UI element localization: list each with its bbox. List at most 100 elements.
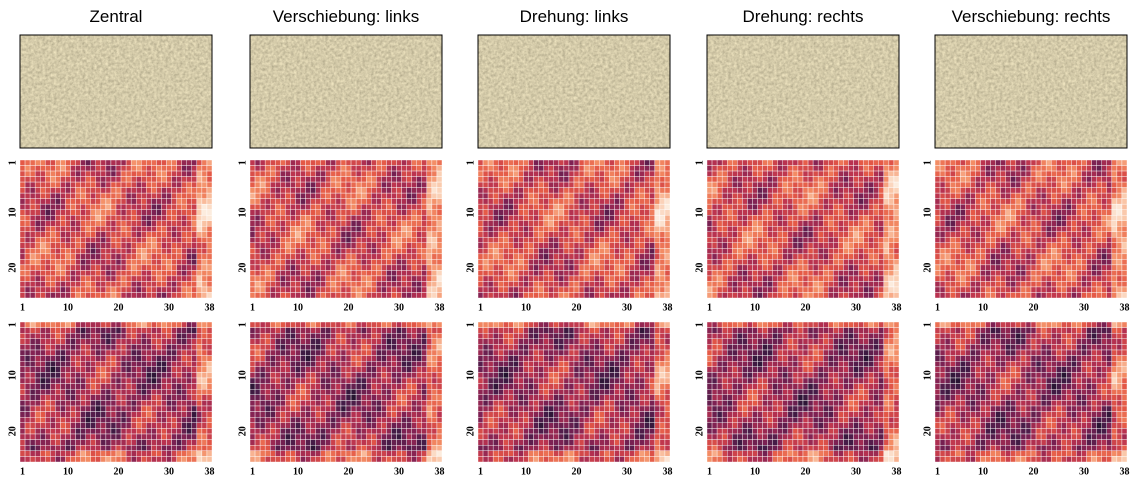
- heatmap-cell: [589, 204, 594, 210]
- heatmap-cell: [290, 270, 295, 276]
- heatmap-cell: [376, 406, 381, 412]
- heatmap-cell: [30, 412, 35, 418]
- heatmap-cell: [40, 232, 45, 238]
- heatmap-cell: [559, 237, 564, 243]
- heatmap-cell: [594, 188, 599, 194]
- heatmap-cell: [167, 221, 172, 227]
- heatmap-cell: [20, 160, 25, 166]
- heatmap-cell: [121, 259, 126, 265]
- heatmap-cell: [478, 276, 483, 282]
- heatmap-cell: [101, 210, 106, 216]
- heatmap-cell: [101, 259, 106, 265]
- heatmap-cell: [432, 339, 437, 345]
- heatmap-cell: [331, 356, 336, 362]
- heatmap-cell: [55, 276, 60, 282]
- heatmap-cell: [407, 166, 412, 172]
- heatmap-cell: [301, 182, 306, 188]
- heatmap-cell: [126, 361, 131, 367]
- heatmap-cell: [126, 287, 131, 293]
- heatmap-cell: [376, 232, 381, 238]
- heatmap-cell: [207, 367, 212, 373]
- heatmap-cell: [640, 215, 645, 221]
- heatmap-cell: [397, 456, 402, 462]
- heatmap-cell: [351, 265, 356, 271]
- heatmap-cell: [106, 188, 111, 194]
- heatmap-cell: [306, 171, 311, 177]
- heatmap-cell: [321, 333, 326, 339]
- heatmap-cell: [422, 378, 427, 384]
- heatmap-cell: [635, 292, 640, 298]
- heatmap-cell: [40, 281, 45, 287]
- heatmap-cell: [503, 232, 508, 238]
- heatmap-cell: [381, 248, 386, 254]
- heatmap-cell: [645, 232, 650, 238]
- heatmap-cell: [376, 356, 381, 362]
- heatmap-cell: [192, 177, 197, 183]
- heatmap-cell: [427, 350, 432, 356]
- heatmap-cell: [86, 281, 91, 287]
- heatmap-cell: [341, 412, 346, 418]
- heatmap-cell: [121, 339, 126, 345]
- heatmap-cell: [260, 389, 265, 395]
- heatmap-cell: [81, 248, 86, 254]
- heatmap-cell: [640, 166, 645, 172]
- heatmap-cell: [391, 372, 396, 378]
- heatmap-cell: [275, 328, 280, 334]
- heatmap-cell: [366, 417, 371, 423]
- heatmap-cell: [151, 412, 156, 418]
- heatmap-cell: [172, 221, 177, 227]
- heatmap-cell: [265, 166, 270, 172]
- heatmap-cell: [498, 182, 503, 188]
- heatmap-cell: [371, 417, 376, 423]
- heatmap-cell: [391, 451, 396, 457]
- heatmap-cell: [361, 292, 366, 298]
- heatmap-cell: [493, 160, 498, 166]
- heatmap-cell: [126, 265, 131, 271]
- heatmap-cell: [366, 322, 371, 328]
- heatmap-cell: [523, 215, 528, 221]
- heatmap-cell: [427, 423, 432, 429]
- heatmap-cell: [285, 292, 290, 298]
- heatmap-cell: [187, 417, 192, 423]
- heatmap-cell: [397, 270, 402, 276]
- heatmap-cell: [40, 199, 45, 205]
- heatmap-cell: [660, 328, 665, 334]
- heatmap-cell: [71, 265, 76, 271]
- heatmap-cell: [397, 440, 402, 446]
- heatmap-cell: [270, 210, 275, 216]
- heatmap-cell: [126, 428, 131, 434]
- heatmap-cell: [386, 333, 391, 339]
- heatmap-cell: [518, 160, 523, 166]
- heatmap-cell: [290, 287, 295, 293]
- heatmap-cell: [126, 199, 131, 205]
- heatmap-cell: [306, 445, 311, 451]
- heatmap-cell: [361, 259, 366, 265]
- heatmap-cell: [275, 226, 280, 232]
- x-tick-label: 10: [293, 466, 303, 477]
- heatmap-cell: [250, 395, 255, 401]
- heatmap-cell: [412, 259, 417, 265]
- heatmap-cell: [65, 428, 70, 434]
- heatmap-cell: [346, 166, 351, 172]
- heatmap-cell: [412, 160, 417, 166]
- heatmap-cell: [306, 243, 311, 249]
- heatmap-cell: [311, 384, 316, 390]
- heatmap-cell: [478, 188, 483, 194]
- heatmap-cell: [336, 287, 341, 293]
- heatmap-cell: [202, 259, 207, 265]
- heatmap-cell: [265, 292, 270, 298]
- heatmap-cell: [285, 400, 290, 406]
- heatmap-cell: [341, 434, 346, 440]
- heatmap-cell: [197, 226, 202, 232]
- heatmap-cell: [311, 328, 316, 334]
- heatmap-cell: [493, 254, 498, 260]
- heatmap-cell: [361, 372, 366, 378]
- x-tick-label: 38: [434, 466, 444, 477]
- heatmap-cell: [391, 339, 396, 345]
- heatmap-cell: [619, 265, 624, 271]
- heatmap-cell: [386, 292, 391, 298]
- heatmap-cell: [371, 384, 376, 390]
- heatmap-cell: [391, 417, 396, 423]
- x-tick-label: 1: [478, 302, 483, 313]
- heatmap-cell: [534, 243, 539, 249]
